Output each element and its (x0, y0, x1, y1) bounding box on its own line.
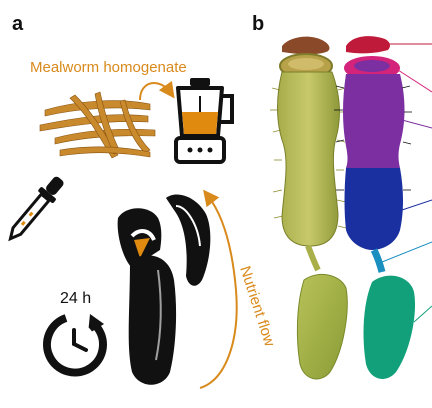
lower-pitcher-segment (344, 168, 403, 250)
blender-icon (174, 78, 234, 164)
worm-to-blender-arrow (139, 80, 175, 101)
mealworms-image (39, 91, 156, 159)
segment-leader-lines (381, 43, 432, 323)
dropper-icon (8, 176, 64, 242)
tendril-segment (370, 248, 386, 273)
segmented-pitcher (334, 36, 416, 379)
nutrient-flow-label: Nutrient flow (236, 264, 278, 349)
leaf-segment (363, 275, 416, 379)
panel-b-label: b (252, 13, 264, 35)
timer-icon (43, 314, 107, 377)
duration-label: 24 h (60, 290, 91, 307)
lid-segment (346, 36, 390, 54)
pitcher-silhouette-icon (117, 194, 211, 385)
pitcher-photo (270, 36, 348, 380)
mealworm-homogenate-label: Mealworm homogenate (30, 59, 187, 76)
nutrient-flow-arrow (199, 189, 238, 389)
panel-a-label: a (12, 13, 24, 35)
upper-pitcher-segment (343, 74, 405, 168)
